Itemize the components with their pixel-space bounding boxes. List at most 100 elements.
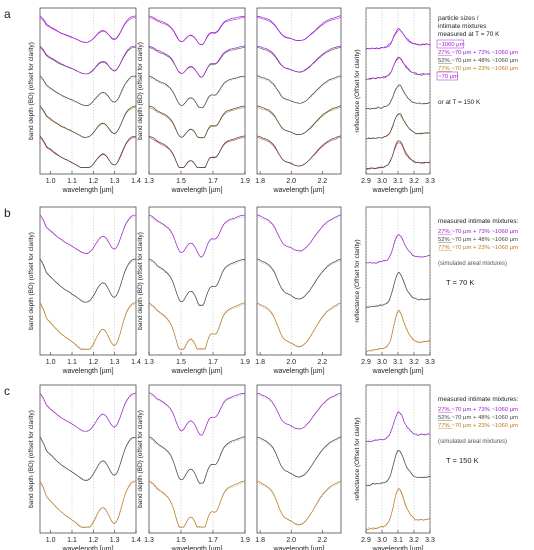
x-tick-label: 1.3 [144,178,154,185]
y-axis-label: band depth (BD) (offset for clarity) [137,410,144,508]
x-axis-label: wavelength [µm] [61,368,113,375]
x-axis-label: wavelength [µm] [170,187,222,194]
x-tick-label: 1.3 [144,359,154,366]
x-tick-label: 3.1 [393,178,403,185]
legend-footer: or at T = 150 K [438,99,481,106]
series-line-comparison [365,451,431,486]
x-tick-label: 3.1 [393,359,403,366]
series-line-comparison [39,482,136,527]
legend-heading: measured at T = 70 K [438,31,500,38]
panel-band-1.5-c: 1.3 1.5 1.7 1.9 wavelength [µm] band depth (B… [137,384,250,550]
x-tick-label: 1.0 [46,178,56,185]
series-line [365,488,431,531]
panel-band-2.0-a: 1.8 2.0 2.2 wavelength [µm] [255,7,342,194]
x-tick-label: 1.9 [240,537,250,544]
x-tick-label: 1.5 [176,178,186,185]
series-line [39,15,137,43]
y-axis-label: band depth (BD) (offset for clarity) [28,232,35,330]
series-line-comparison [365,235,431,264]
x-tick-label: 2.2 [317,178,327,185]
y-axis-label: band depth (BD) (offset for clarity) [28,410,35,508]
x-tick-label: 1.8 [255,537,265,544]
x-tick-label: 2.2 [317,537,327,544]
series-line [365,450,430,487]
plot-frame [256,384,342,534]
x-tick-label: 1.1 [67,178,77,185]
plot-frame [148,206,246,356]
series-line [256,214,341,252]
series-line [148,45,246,78]
x-tick-label: 1.3 [144,537,154,544]
legend-entry: 52% ~70 µm + 48% ~1060 µm [438,58,518,64]
y-axis-label: reflectance (Offset for clarity) [354,417,361,500]
legend-heading: intimate mixtures [438,23,486,30]
x-axis-label: wavelength [µm] [170,368,222,375]
x-tick-label: 1.8 [255,178,265,185]
series-line-comparison [39,304,136,349]
x-tick-label: 2.9 [361,537,371,544]
series-line-comparison [148,438,245,483]
series-line-comparison [148,137,246,168]
series-line-comparison [256,216,342,251]
series-line-comparison [148,481,246,527]
plot-frame [148,7,246,175]
x-tick-label: 3.0 [377,537,387,544]
series-line [148,302,245,350]
series-line [365,271,431,308]
legend-heading: measured intimate mixtures: [438,218,518,225]
x-tick-label: 3.2 [409,178,419,185]
legend-temperature: T = 70 K [446,278,474,287]
x-tick-label: 3.3 [425,359,435,366]
x-tick-label: 1.7 [208,537,218,544]
x-axis-label: wavelength [µm] [170,546,222,550]
x-tick-label: 2.0 [286,178,296,185]
x-axis-label: wavelength [µm] [371,546,423,550]
x-tick-label: 3.1 [393,537,403,544]
panel-letter-a: a [4,7,11,21]
series-line [39,302,136,350]
series-line [148,135,246,168]
series-line [39,135,137,168]
panel-band-1.5-a: 1.3 1.5 1.7 1.9 wavelength [µm] band depth (B… [137,7,250,194]
panel-band-2.0-c: 1.8 2.0 2.2 wavelength [µm] [255,384,342,550]
series-line [365,309,431,353]
series-line-comparison [256,47,342,73]
series-line [365,234,431,264]
x-tick-label: 1.3 [110,359,120,366]
series-line [366,140,431,170]
x-tick-label: 2.9 [361,178,371,185]
series-line-comparison [256,77,342,104]
legend-temperature: T = 150 K [446,456,479,465]
x-tick-label: 1.2 [88,178,98,185]
series-line-comparison [256,438,342,477]
series-line [148,15,246,45]
legend-entry: 77% ~70 µm + 23% ~1060 µm [438,245,518,251]
series-line [148,392,246,436]
plot-frame [256,7,342,175]
legend-note: (simulated areal mixtures) [438,439,507,445]
series-line [256,480,342,526]
x-tick-label: 3.0 [377,359,387,366]
series-line [39,75,137,106]
series-line-comparison [256,304,342,347]
series-line [256,75,341,104]
y-axis-label: reflectance (Offset for clarity) [354,49,361,132]
y-axis-label: band depth (BD) (offset for clarity) [137,42,144,140]
series-line [148,214,246,258]
series-line-comparison [256,260,342,299]
x-tick-label: 1.9 [240,178,250,185]
x-tick-label: 1.1 [67,537,77,544]
series-line [39,45,137,75]
series-line [256,302,342,348]
series-line-comparison [148,260,246,305]
series-line [256,258,342,300]
x-tick-label: 3.2 [409,537,419,544]
series-line [256,436,342,478]
series-line [39,214,136,254]
series-line-comparison [148,107,246,138]
x-axis-label: wavelength [µm] [371,187,423,194]
x-axis-label: wavelength [µm] [61,546,113,550]
